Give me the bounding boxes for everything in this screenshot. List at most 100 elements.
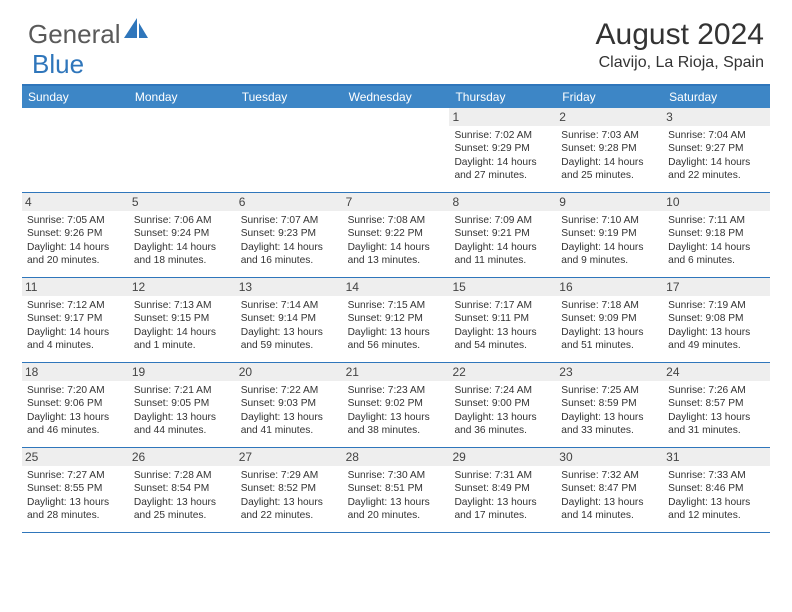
- day-cell: 17 Sunrise: 7:19 AMSunset: 9:08 PMDayligh…: [663, 278, 770, 362]
- day-cell: 2Sunrise: 7:03 AMSunset: 9:28 PMDaylight…: [556, 108, 663, 192]
- day-info: Sunrise: 7:05 AMSunset: 9:26 PMDaylight:…: [27, 214, 124, 268]
- day-info: Sunrise: 7:17 AMSunset: 9:11 PMDaylight:…: [454, 299, 551, 353]
- day-cell: 4 Sunrise: 7:05 AMSunset: 9:26 PMDaylight…: [22, 193, 129, 277]
- day-cell: 19Sunrise: 7:21 AMSunset: 9:05 PMDayligh…: [129, 363, 236, 447]
- day-info: Sunrise: 7:33 AMSunset: 8:46 PMDaylight:…: [668, 469, 765, 523]
- logo-text-blue-wrap: Blue: [32, 49, 84, 80]
- day-number: 1: [449, 108, 556, 126]
- day-info: Sunrise: 7:10 AMSunset: 9:19 PMDaylight:…: [561, 214, 658, 268]
- logo: General: [28, 18, 148, 50]
- day-cell: 27Sunrise: 7:29 AMSunset: 8:52 PMDayligh…: [236, 448, 343, 532]
- day-number: 20: [236, 363, 343, 381]
- day-info: Sunrise: 7:30 AMSunset: 8:51 PMDaylight:…: [348, 469, 445, 523]
- day-number: 8: [449, 193, 556, 211]
- day-cell: 3 Sunrise: 7:04 AMSunset: 9:27 PMDaylight…: [663, 108, 770, 192]
- day-number: 4: [22, 193, 129, 211]
- day-number: 25: [22, 448, 129, 466]
- day-number: 19: [129, 363, 236, 381]
- dow-cell: Thursday: [449, 86, 556, 108]
- day-of-week-header: SundayMondayTuesdayWednesdayThursdayFrid…: [22, 86, 770, 108]
- day-cell: 31Sunrise: 7:33 AMSunset: 8:46 PMDayligh…: [663, 448, 770, 532]
- dow-cell: Sunday: [22, 86, 129, 108]
- day-number: 12: [129, 278, 236, 296]
- day-number: 7: [343, 193, 450, 211]
- day-cell: 23Sunrise: 7:25 AMSunset: 8:59 PMDayligh…: [556, 363, 663, 447]
- day-cell: 13Sunrise: 7:14 AMSunset: 9:14 PMDayligh…: [236, 278, 343, 362]
- day-cell: 29Sunrise: 7:31 AMSunset: 8:49 PMDayligh…: [449, 448, 556, 532]
- day-number: 17: [663, 278, 770, 296]
- logo-text-general: General: [28, 19, 121, 50]
- day-cell: [22, 108, 129, 192]
- day-cell: 6 Sunrise: 7:07 AMSunset: 9:23 PMDaylight…: [236, 193, 343, 277]
- day-info: Sunrise: 7:32 AMSunset: 8:47 PMDaylight:…: [561, 469, 658, 523]
- day-cell: 11Sunrise: 7:12 AMSunset: 9:17 PMDayligh…: [22, 278, 129, 362]
- day-cell: 20Sunrise: 7:22 AMSunset: 9:03 PMDayligh…: [236, 363, 343, 447]
- dow-cell: Monday: [129, 86, 236, 108]
- day-cell: 26Sunrise: 7:28 AMSunset: 8:54 PMDayligh…: [129, 448, 236, 532]
- day-info: Sunrise: 7:15 AMSunset: 9:12 PMDaylight:…: [348, 299, 445, 353]
- day-number: 5: [129, 193, 236, 211]
- week-row: 25 Sunrise: 7:27 AMSunset: 8:55 PMDayligh…: [22, 448, 770, 533]
- day-number: 6: [236, 193, 343, 211]
- day-number: 10: [663, 193, 770, 211]
- header: General August 2024 Clavijo, La Rioja, S…: [0, 0, 792, 80]
- day-cell: 16Sunrise: 7:18 AMSunset: 9:09 PMDayligh…: [556, 278, 663, 362]
- day-info: Sunrise: 7:20 AMSunset: 9:06 PMDaylight:…: [27, 384, 124, 438]
- week-row: 1 Sunrise: 7:02 AMSunset: 9:29 PMDaylight…: [22, 108, 770, 193]
- sail-icon: [124, 18, 148, 43]
- day-info: Sunrise: 7:02 AMSunset: 9:29 PMDaylight:…: [454, 129, 551, 183]
- dow-cell: Tuesday: [236, 86, 343, 108]
- day-cell: 7 Sunrise: 7:08 AMSunset: 9:22 PMDaylight…: [343, 193, 450, 277]
- day-number: 16: [556, 278, 663, 296]
- day-info: Sunrise: 7:24 AMSunset: 9:00 PMDaylight:…: [454, 384, 551, 438]
- day-cell: 15Sunrise: 7:17 AMSunset: 9:11 PMDayligh…: [449, 278, 556, 362]
- day-info: Sunrise: 7:27 AMSunset: 8:55 PMDaylight:…: [27, 469, 124, 523]
- location-text: Clavijo, La Rioja, Spain: [596, 54, 764, 72]
- day-cell: 21Sunrise: 7:23 AMSunset: 9:02 PMDayligh…: [343, 363, 450, 447]
- day-cell: 14 Sunrise: 7:15 AMSunset: 9:12 PMDayligh…: [343, 278, 450, 362]
- day-cell: 18 Sunrise: 7:20 AMSunset: 9:06 PMDayligh…: [22, 363, 129, 447]
- day-number: 29: [449, 448, 556, 466]
- day-info: Sunrise: 7:09 AMSunset: 9:21 PMDaylight:…: [454, 214, 551, 268]
- day-cell: 25 Sunrise: 7:27 AMSunset: 8:55 PMDayligh…: [22, 448, 129, 532]
- day-cell: 1 Sunrise: 7:02 AMSunset: 9:29 PMDaylight…: [449, 108, 556, 192]
- day-number: 2: [556, 108, 663, 126]
- day-cell: 28 Sunrise: 7:30 AMSunset: 8:51 PMDayligh…: [343, 448, 450, 532]
- day-info: Sunrise: 7:06 AMSunset: 9:24 PMDaylight:…: [134, 214, 231, 268]
- day-number: 22: [449, 363, 556, 381]
- week-row: 11Sunrise: 7:12 AMSunset: 9:17 PMDayligh…: [22, 278, 770, 363]
- day-cell: 30Sunrise: 7:32 AMSunset: 8:47 PMDayligh…: [556, 448, 663, 532]
- day-cell: 10Sunrise: 7:11 AMSunset: 9:18 PMDayligh…: [663, 193, 770, 277]
- day-cell: [236, 108, 343, 192]
- day-cell: 22 Sunrise: 7:24 AMSunset: 9:00 PMDayligh…: [449, 363, 556, 447]
- day-number: 18: [22, 363, 129, 381]
- day-cell: 8 Sunrise: 7:09 AMSunset: 9:21 PMDaylight…: [449, 193, 556, 277]
- day-info: Sunrise: 7:08 AMSunset: 9:22 PMDaylight:…: [348, 214, 445, 268]
- day-info: Sunrise: 7:12 AMSunset: 9:17 PMDaylight:…: [27, 299, 124, 353]
- day-cell: 24Sunrise: 7:26 AMSunset: 8:57 PMDayligh…: [663, 363, 770, 447]
- day-number: 27: [236, 448, 343, 466]
- day-number: 21: [343, 363, 450, 381]
- day-number: 3: [663, 108, 770, 126]
- title-block: August 2024 Clavijo, La Rioja, Spain: [596, 18, 764, 72]
- day-number: 14: [343, 278, 450, 296]
- day-info: Sunrise: 7:13 AMSunset: 9:15 PMDaylight:…: [134, 299, 231, 353]
- day-info: Sunrise: 7:04 AMSunset: 9:27 PMDaylight:…: [668, 129, 765, 183]
- day-cell: [343, 108, 450, 192]
- day-number: 9: [556, 193, 663, 211]
- day-number: 26: [129, 448, 236, 466]
- day-info: Sunrise: 7:19 AMSunset: 9:08 PMDaylight:…: [668, 299, 765, 353]
- day-cell: [129, 108, 236, 192]
- day-info: Sunrise: 7:14 AMSunset: 9:14 PMDaylight:…: [241, 299, 338, 353]
- dow-cell: Friday: [556, 86, 663, 108]
- week-row: 18 Sunrise: 7:20 AMSunset: 9:06 PMDayligh…: [22, 363, 770, 448]
- day-cell: 12 Sunrise: 7:13 AMSunset: 9:15 PMDayligh…: [129, 278, 236, 362]
- day-number: 28: [343, 448, 450, 466]
- day-cell: 5 Sunrise: 7:06 AMSunset: 9:24 PMDaylight…: [129, 193, 236, 277]
- logo-text-blue: Blue: [32, 49, 84, 79]
- calendar: SundayMondayTuesdayWednesdayThursdayFrid…: [22, 84, 770, 533]
- day-cell: 9 Sunrise: 7:10 AMSunset: 9:19 PMDaylight…: [556, 193, 663, 277]
- day-info: Sunrise: 7:07 AMSunset: 9:23 PMDaylight:…: [241, 214, 338, 268]
- month-title: August 2024: [596, 18, 764, 52]
- day-number: 24: [663, 363, 770, 381]
